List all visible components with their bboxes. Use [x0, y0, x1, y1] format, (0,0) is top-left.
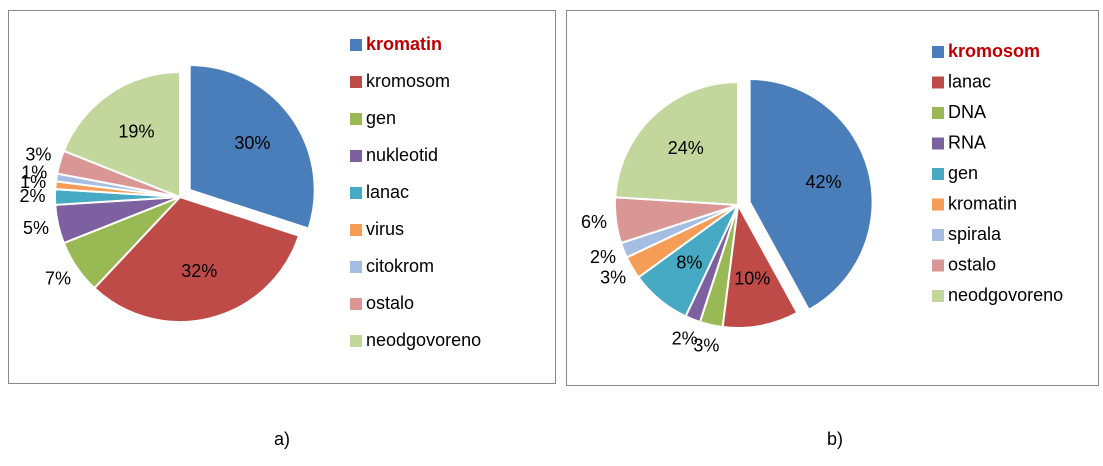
pie-slice [614, 80, 739, 207]
pie-slice [188, 63, 316, 230]
data-label: 2% [672, 329, 698, 349]
legend-swatch [932, 198, 944, 211]
legend-label: kromosom [366, 71, 450, 91]
data-label: 24% [668, 138, 704, 158]
legend-swatch [350, 298, 362, 310]
data-label: 1% [21, 163, 47, 183]
legend-swatch [932, 229, 944, 241]
data-label: 5% [23, 218, 49, 238]
legend-swatch [932, 46, 944, 58]
legend-label: lanac [948, 71, 991, 91]
legend-label: gen [366, 108, 396, 128]
caption: b) [827, 429, 843, 449]
legend-label: DNA [948, 102, 986, 122]
data-label: 3% [25, 145, 51, 165]
legend-label: neodgovoreno [948, 285, 1063, 305]
legend-label: gen [948, 163, 978, 183]
legend-swatch [350, 335, 362, 347]
pie-slice [748, 78, 874, 312]
legend-swatch [350, 150, 362, 162]
legend-swatch [932, 259, 944, 272]
data-label: 10% [734, 269, 770, 289]
data-label: 30% [234, 133, 270, 153]
pie-slice [721, 201, 799, 329]
data-label: 19% [118, 122, 154, 142]
legend-label: virus [366, 219, 404, 239]
legend-swatch [932, 76, 944, 89]
legend-label: spirala [948, 224, 1002, 244]
legend-swatch [350, 76, 362, 88]
legend-label: ostalo [948, 254, 996, 274]
legend-swatch [350, 224, 362, 236]
legend-label: RNA [948, 132, 986, 152]
data-label: 32% [181, 261, 217, 281]
legend-swatch [350, 113, 362, 125]
pie-slice [93, 195, 301, 323]
legend-swatch [350, 39, 362, 51]
data-label: 2% [590, 247, 616, 267]
data-label: 8% [676, 253, 702, 273]
legend-label: ostalo [366, 293, 414, 313]
data-label: 42% [805, 172, 841, 192]
legend-swatch [932, 168, 944, 180]
legend-label: kromatin [366, 34, 442, 54]
data-label: 6% [581, 212, 607, 232]
legend-label: citokrom [366, 256, 434, 276]
legend-swatch [350, 261, 362, 273]
data-label: 3% [693, 335, 719, 355]
legend-swatch [932, 137, 944, 150]
legend-label: kromosom [948, 41, 1040, 61]
data-label: 7% [45, 269, 71, 289]
legend-label: nukleotid [366, 145, 438, 165]
data-label: 2% [19, 186, 45, 206]
legend-swatch [350, 187, 362, 199]
legend-label: kromatin [948, 193, 1017, 213]
data-label: 3% [600, 268, 626, 288]
legend-label: neodgovoreno [366, 330, 481, 350]
legend-swatch [932, 290, 944, 302]
caption: a) [274, 429, 290, 449]
legend-label: lanac [366, 182, 409, 202]
data-label: 1% [20, 172, 46, 192]
pie-slice [62, 70, 181, 199]
legend-swatch [932, 107, 944, 119]
